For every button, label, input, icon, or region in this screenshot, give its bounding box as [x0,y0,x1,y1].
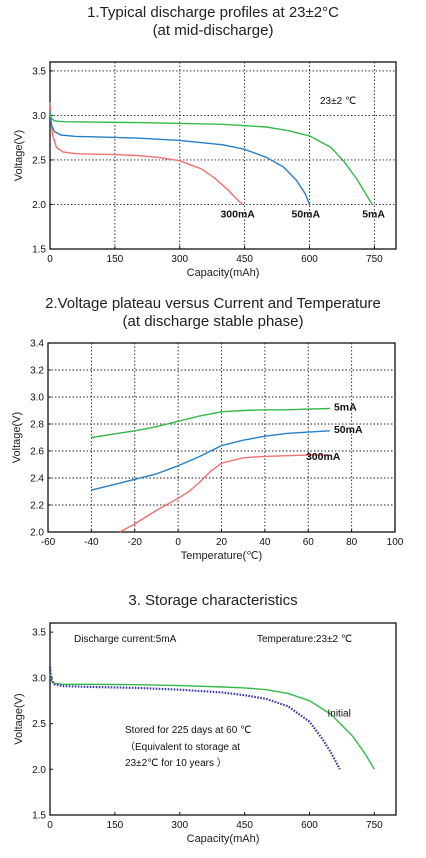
x-tick-label: 80 [346,537,358,548]
series-line-50ma [49,110,311,205]
annotation: Discharge current:5mA [74,634,177,645]
x-tick-label: 0 [47,820,53,831]
series-line-initial [49,673,376,770]
x-tick-label: 750 [366,820,383,831]
series-label: 300mA [220,208,255,220]
series-label: 50mA [292,208,321,220]
chart1-title: 1.Typical discharge profiles at 23±2°C [87,4,339,21]
chart3-title: 3. Storage characteristics [128,592,298,609]
chart2-title: 2.Voltage plateau versus Current and Tem… [45,295,381,312]
plot-frame [49,61,397,250]
y-tick-label: 1.5 [32,245,46,256]
x-tick-label: 150 [107,820,124,831]
series-line-5ma [91,407,330,439]
series-label: 5mA [362,208,385,220]
chart2-subtitle: (at discharge stable phase) [122,313,304,330]
series-line-series-1 [48,666,341,770]
annotation: Stored for 225 days at 60 ℃ [125,725,251,736]
x-tick-label: 300 [171,820,188,831]
y-tick-label: 2.6 [30,447,44,458]
x-tick-label: 750 [366,254,383,265]
chart1-subtitle: (at mid-discharge) [152,22,274,39]
series-label: 300mA [306,451,341,463]
x-tick-label: 150 [107,254,124,265]
x-tick-label: 300 [171,254,188,265]
x-tick-label: -60 [41,537,56,548]
x-tick-label: 600 [301,254,318,265]
x-tick-label: 100 [387,537,404,548]
y-tick-label: 2.4 [30,474,44,485]
y-tick-label: 3.4 [30,339,44,350]
y-tick-label: 2.0 [32,200,46,211]
y-tick-label: 2.5 [32,155,46,166]
annotation: 23±2℃ for 10 years ） [125,757,227,769]
y-tick-label: 2.0 [30,528,44,539]
x-axis-label: Capacity(mAh) [187,267,260,279]
y-tick-label: 3.5 [32,66,46,77]
x-tick-label: 60 [303,537,315,548]
x-tick-label: 0 [175,537,181,548]
chart1-svg: 0 150 300 450 600 750 1.5 2.0 2.5 3.0 3.5 Capacity(… [13,61,397,279]
annotation: （Equivalent to storage at [125,741,240,753]
series-line-300ma [49,102,243,206]
y-tick-label: 2.2 [30,501,44,512]
y-tick-label: 3.0 [32,111,46,122]
plot-frame [49,622,397,816]
x-axis-label: Temperature(℃) [181,550,262,562]
x-tick-label: 600 [301,820,318,831]
y-tick-label: 3.5 [32,628,46,639]
x-tick-label: 0 [47,254,53,265]
y-axis-label: Voltage(V) [11,412,23,463]
x-axis-label: Capacity(mAh) [187,833,260,845]
y-axis-label: Voltage(V) [13,693,25,744]
y-axis-label: Voltage(V) [13,130,25,181]
y-tick-label: 2.5 [32,719,46,730]
chart2-svg: -60 -40 -20 0 20 40 60 80 100 2.0 2.2 2.4 2.6 2.8 3.0 3… [11,339,404,563]
x-tick-label: 40 [259,537,271,548]
x-tick-label: -20 [128,537,143,548]
y-tick-label: 2.0 [32,765,46,776]
x-tick-label: 450 [236,254,253,265]
series-label: 5mA [334,401,357,413]
y-tick-label: 1.5 [32,811,46,822]
annotation: 23±2 ℃ [320,96,356,107]
series-line-50ma [91,430,330,491]
series-label: Initial [328,709,351,720]
chart3-svg: 0 150 300 450 600 750 1.5 2.0 2.5 3.0 3.5 Capacity(… [13,622,397,845]
series-line-5ma [49,113,373,205]
series-line-300ma [119,454,330,533]
y-tick-label: 2.8 [30,420,44,431]
annotation: Temperature:23±2 ℃ [257,634,352,645]
x-tick-label: 450 [236,820,253,831]
y-tick-label: 3.2 [30,366,44,377]
x-tick-label: 20 [216,537,228,548]
x-tick-label: -40 [84,537,99,548]
y-tick-label: 3.0 [32,673,46,684]
y-tick-label: 3.0 [30,393,44,404]
series-label: 50mA [334,424,363,436]
